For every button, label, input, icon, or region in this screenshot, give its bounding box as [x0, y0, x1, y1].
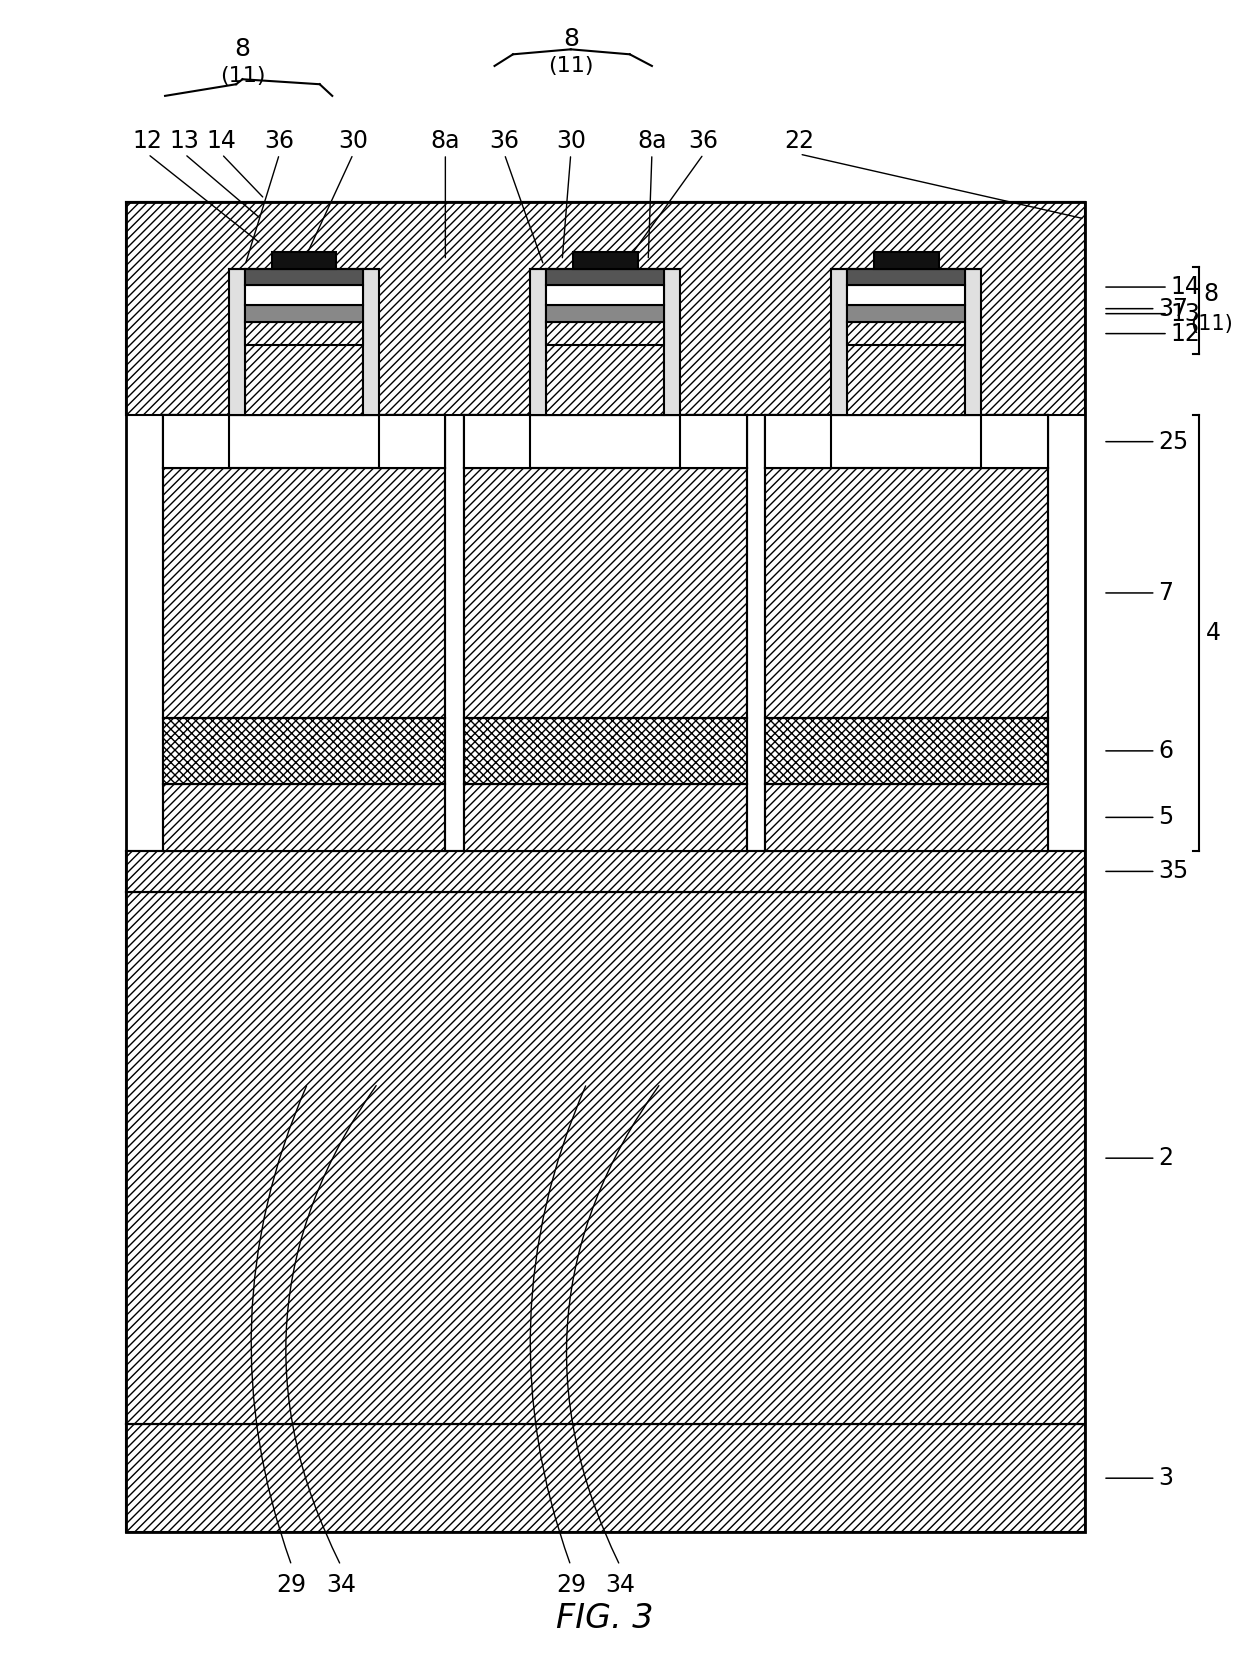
Bar [847, 269, 966, 285]
Bar [464, 784, 746, 851]
Bar [246, 285, 363, 305]
Text: 30: 30 [556, 128, 585, 153]
Text: 14: 14 [207, 128, 237, 153]
Text: 34: 34 [605, 1573, 635, 1598]
Text: 8: 8 [1204, 282, 1219, 305]
Bar [546, 285, 665, 305]
Bar [229, 269, 246, 415]
Text: 8: 8 [563, 27, 579, 52]
Bar [546, 269, 665, 285]
Text: FIG. 3: FIG. 3 [557, 1603, 653, 1635]
Bar [847, 269, 966, 415]
Bar [847, 322, 966, 345]
Bar [546, 269, 665, 415]
Bar [847, 305, 966, 322]
Bar [531, 269, 546, 415]
Bar [125, 1424, 1085, 1533]
Text: 29: 29 [277, 1573, 306, 1598]
Bar [125, 202, 1085, 415]
Text: 6: 6 [1106, 739, 1173, 762]
Bar [847, 269, 966, 415]
Text: 29: 29 [556, 1573, 585, 1598]
Text: 22: 22 [785, 128, 815, 153]
Text: 8: 8 [234, 37, 250, 62]
Text: 12: 12 [133, 128, 162, 153]
Bar [125, 892, 1085, 1424]
Bar [464, 415, 746, 469]
Bar [464, 717, 746, 784]
Bar [765, 469, 1048, 717]
Bar [246, 269, 363, 285]
Bar [162, 717, 445, 784]
Bar [874, 252, 939, 269]
Bar [162, 469, 445, 717]
Text: 37: 37 [1106, 297, 1188, 320]
Text: 7: 7 [1106, 580, 1173, 605]
Bar [162, 415, 229, 469]
Bar [847, 285, 966, 305]
Text: 34: 34 [326, 1573, 356, 1598]
Bar [573, 252, 637, 269]
Text: 14: 14 [1106, 275, 1200, 299]
Bar [966, 269, 981, 415]
Bar [246, 269, 363, 415]
Text: (11): (11) [1190, 314, 1233, 334]
Bar [546, 305, 665, 322]
Text: 8a: 8a [430, 128, 460, 153]
Bar [765, 415, 1048, 469]
Text: 30: 30 [339, 128, 368, 153]
Bar [546, 269, 665, 415]
Text: 5: 5 [1106, 806, 1174, 829]
Text: 35: 35 [1106, 859, 1189, 884]
Bar [246, 322, 363, 345]
Bar [765, 415, 831, 469]
Bar [464, 469, 746, 717]
Text: (11): (11) [548, 57, 594, 77]
Bar [765, 784, 1048, 851]
Text: 13: 13 [170, 128, 200, 153]
Text: 4: 4 [1207, 620, 1221, 646]
Text: 13: 13 [1106, 302, 1200, 325]
Text: 36: 36 [688, 128, 718, 153]
Bar [162, 415, 445, 469]
Bar [464, 415, 531, 469]
Text: 36: 36 [490, 128, 520, 153]
Bar [246, 305, 363, 322]
Bar [272, 252, 336, 269]
Bar [379, 415, 445, 469]
Bar [246, 269, 363, 415]
Bar [546, 322, 665, 345]
Bar [981, 415, 1048, 469]
Text: 36: 36 [264, 128, 294, 153]
Text: (11): (11) [219, 67, 265, 87]
Bar [363, 269, 379, 415]
Bar [765, 717, 1048, 784]
Text: 8a: 8a [637, 128, 667, 153]
Text: 2: 2 [1106, 1146, 1173, 1171]
Bar [125, 202, 1085, 1533]
Bar [831, 269, 847, 415]
Text: 25: 25 [1106, 430, 1189, 454]
Bar [681, 415, 746, 469]
Bar [162, 784, 445, 851]
Bar [125, 851, 1085, 892]
Text: 12: 12 [1106, 322, 1200, 345]
Bar [665, 269, 681, 415]
Text: 3: 3 [1106, 1466, 1173, 1490]
